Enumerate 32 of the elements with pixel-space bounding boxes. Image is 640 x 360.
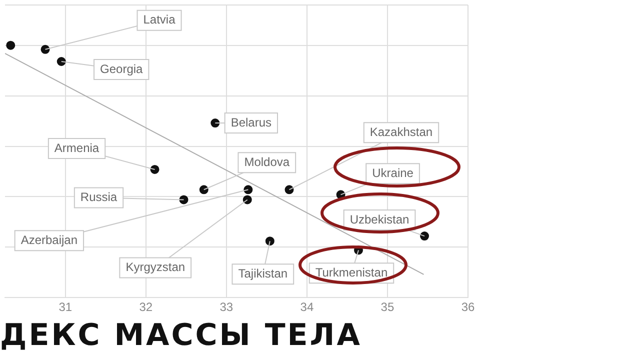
point bbox=[210, 118, 220, 128]
annotation: Tajikistan bbox=[238, 266, 288, 280]
point bbox=[6, 40, 16, 50]
point bbox=[265, 236, 274, 246]
point bbox=[244, 185, 253, 194]
annotation: Ukraine bbox=[372, 166, 414, 180]
x-tick-label: 32 bbox=[139, 300, 153, 314]
annotation: Belarus bbox=[230, 115, 272, 130]
annotation: Kyrgyzstan bbox=[126, 260, 186, 274]
annotation: Moldova bbox=[244, 154, 290, 169]
annotation: Kazakhstan bbox=[370, 124, 433, 139]
x-tick-label: 35 bbox=[380, 300, 394, 314]
x-tick-label: 33 bbox=[220, 300, 234, 314]
point bbox=[420, 232, 430, 241]
x-tick-label: 31 bbox=[58, 300, 72, 314]
point bbox=[150, 164, 160, 174]
x-axis-title: ДЕКС МАССЫ ТЕЛА bbox=[0, 318, 362, 353]
annotation: Azerbaijan bbox=[20, 232, 78, 247]
point bbox=[242, 195, 252, 204]
annotation: Georgia bbox=[100, 62, 144, 76]
x-tick-label: 36 bbox=[461, 300, 475, 314]
point bbox=[40, 44, 50, 54]
point bbox=[284, 185, 294, 194]
annotation: Turkmenistan bbox=[315, 265, 388, 280]
annotation: Armenia bbox=[54, 140, 100, 155]
point bbox=[56, 57, 66, 66]
annotation: Latvia bbox=[143, 12, 176, 27]
x-tick-label: 34 bbox=[300, 300, 314, 314]
point bbox=[179, 195, 188, 204]
annotation: Russia bbox=[80, 190, 118, 204]
annotation: Uzbekistan bbox=[350, 212, 410, 226]
point bbox=[199, 185, 208, 194]
